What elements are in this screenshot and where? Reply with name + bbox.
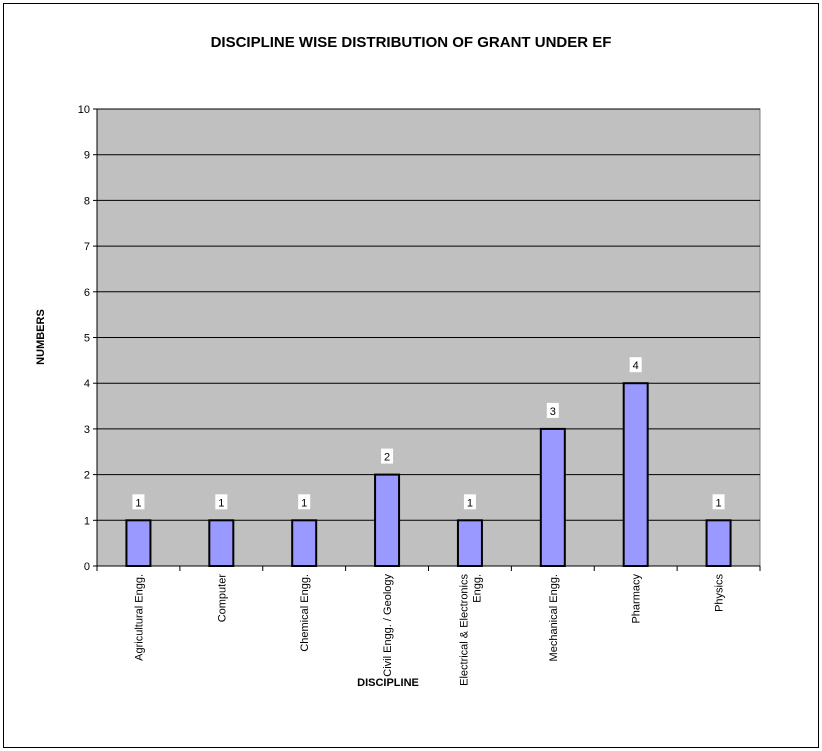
y-tick-label: 8	[84, 195, 90, 207]
bar	[622, 382, 649, 568]
x-tick-label: Mechanical Engg.	[548, 574, 560, 661]
data-label-background	[298, 494, 311, 510]
y-tick-label: 5	[84, 333, 90, 345]
x-tick-label-line: Pharmacy	[631, 574, 643, 624]
x-tick-labels: Agricultural Engg. Computer Chemical Engg.…	[133, 574, 725, 686]
y-tick-label: 4	[84, 378, 90, 390]
y-tick-label: 6	[84, 287, 90, 299]
y-tick-label: 7	[84, 241, 90, 253]
x-tick-label: Civil Engg. / Geology	[382, 574, 394, 677]
bar	[125, 519, 152, 567]
y-axis-title: NUMBERS	[35, 309, 47, 365]
x-tick-label: Agricultural Engg.	[133, 574, 145, 661]
data-label-background	[215, 494, 228, 510]
x-tick-label-line: Mechanical Engg.	[548, 574, 560, 661]
x-tick-label: Computer	[216, 574, 228, 623]
bar	[539, 427, 566, 567]
x-tick-label-line: Agricultural Engg.	[133, 574, 145, 661]
x-tick-label-line: Computer	[216, 574, 228, 623]
data-label: 1	[467, 497, 473, 509]
x-tick-label: Electrical & Electronics Engg.	[458, 574, 483, 686]
x-tick-label: Pharmacy	[631, 574, 643, 624]
x-tick-label-line: Civil Engg. / Geology	[382, 574, 394, 677]
y-tick-label: 9	[84, 150, 90, 162]
bar	[456, 519, 483, 567]
data-label: 1	[218, 497, 224, 509]
chart-title: DISCIPLINE WISE DISTRIBUTION OF GRANT UN…	[210, 34, 612, 51]
data-label-background	[546, 402, 559, 418]
y-tick-label: 1	[84, 515, 90, 527]
data-label-background	[381, 448, 394, 464]
data-label-background	[132, 494, 145, 510]
data-labels: 1 1 1 2 1 3 4 1	[132, 357, 725, 510]
x-tick-label-line: Engg.	[471, 574, 483, 603]
x-tick-label: Physics	[714, 574, 726, 612]
y-tick-label: 0	[84, 561, 90, 573]
data-label: 1	[716, 497, 722, 509]
x-tick-label: Chemical Engg.	[299, 574, 311, 652]
axes	[93, 108, 761, 571]
bar	[208, 519, 235, 567]
data-label-background	[463, 494, 476, 510]
bar	[705, 519, 732, 567]
bar	[374, 473, 401, 568]
data-label: 3	[550, 406, 556, 418]
y-tick-labels: 0 1 2 3 4 5 6 7 8 9 10	[78, 104, 90, 573]
x-tick-label-line: Chemical Engg.	[299, 574, 311, 652]
x-tick-label-line: Electrical & Electronics	[458, 574, 470, 686]
gridlines	[97, 108, 760, 521]
data-label-background	[712, 494, 725, 510]
data-label-background	[629, 357, 642, 373]
y-tick-label: 3	[84, 424, 90, 436]
y-tick-label: 10	[78, 104, 90, 116]
data-label: 4	[633, 360, 639, 372]
y-tick-label: 2	[84, 470, 90, 482]
x-axis-title: DISCIPLINE	[357, 677, 419, 689]
data-label: 1	[135, 497, 141, 509]
x-tick-label-line: Physics	[714, 574, 726, 612]
data-label: 2	[384, 452, 390, 464]
data-label: 1	[301, 497, 307, 509]
bar	[291, 519, 318, 567]
